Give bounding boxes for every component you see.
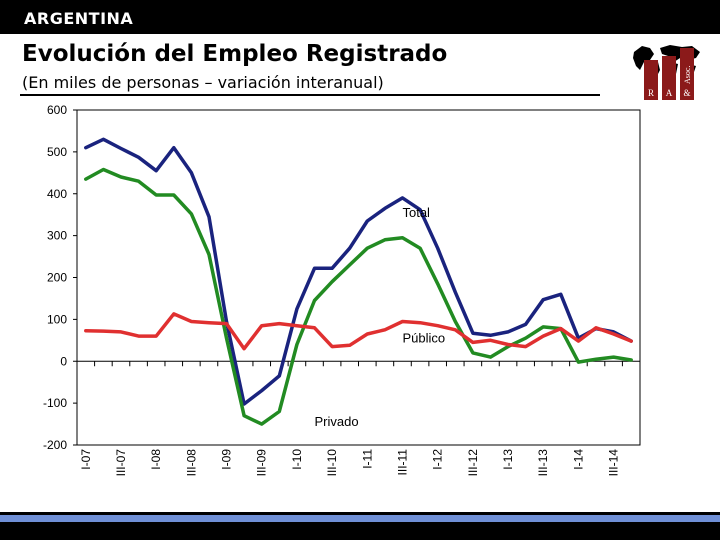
x-tick-label: I-07 xyxy=(79,449,93,470)
x-tick-label: I-09 xyxy=(220,449,234,470)
y-tick-label: 200 xyxy=(47,271,67,285)
x-tick-label: I-08 xyxy=(149,449,163,470)
plot-area xyxy=(76,109,641,446)
top-bar xyxy=(0,0,720,34)
page-title: Evolución del Empleo Registrado xyxy=(22,41,448,67)
x-tick-label: I-13 xyxy=(501,449,515,470)
logo-bar-r xyxy=(644,60,658,100)
logo-letter-a: A xyxy=(666,88,673,98)
x-tick-label: III-09 xyxy=(255,449,269,477)
logo-bar-a xyxy=(662,56,676,100)
page-subtitle: (En miles de personas – variación intera… xyxy=(22,73,384,92)
x-tick-label: I-11 xyxy=(360,449,374,469)
series-line-total xyxy=(84,137,633,406)
series-annotation: Público xyxy=(402,330,445,345)
series-line-pblico xyxy=(84,312,633,351)
x-tick-label: III-08 xyxy=(184,449,198,477)
x-tick-label: III-12 xyxy=(466,449,480,477)
y-tick-label: 500 xyxy=(47,145,67,159)
x-tick-label: I-10 xyxy=(290,449,304,470)
y-tick-label: 600 xyxy=(47,103,67,117)
company-logo: R A & Asoc. xyxy=(633,45,700,100)
x-tick-label: III-13 xyxy=(536,449,550,477)
logo-letter-amp: & xyxy=(683,88,690,98)
y-tick-label: -100 xyxy=(43,396,67,410)
country-label: ARGENTINA xyxy=(24,9,134,28)
y-tick-label: 0 xyxy=(60,354,67,368)
y-tick-label: 300 xyxy=(47,229,67,243)
series-annotation: Privado xyxy=(315,414,359,429)
x-tick-label: III-14 xyxy=(607,449,621,477)
x-tick-label: III-11 xyxy=(395,449,409,476)
x-tick-label: I-14 xyxy=(571,449,585,470)
x-tick-label: III-10 xyxy=(325,449,339,477)
bottom-accent-stripe xyxy=(0,515,720,522)
logo-bar-amp xyxy=(680,48,694,100)
title-underline xyxy=(20,94,600,96)
x-tick-label: III-07 xyxy=(114,449,128,477)
series-line-privado xyxy=(84,167,633,426)
logo-letter-r: R xyxy=(648,88,654,98)
y-tick-label: 100 xyxy=(47,312,67,326)
y-tick-label: -200 xyxy=(43,438,67,452)
x-tick-label: I-12 xyxy=(431,449,445,470)
series-annotation: Total xyxy=(402,205,430,220)
y-tick-label: 400 xyxy=(47,187,67,201)
logo-vertical-text: Asoc. xyxy=(683,66,692,84)
